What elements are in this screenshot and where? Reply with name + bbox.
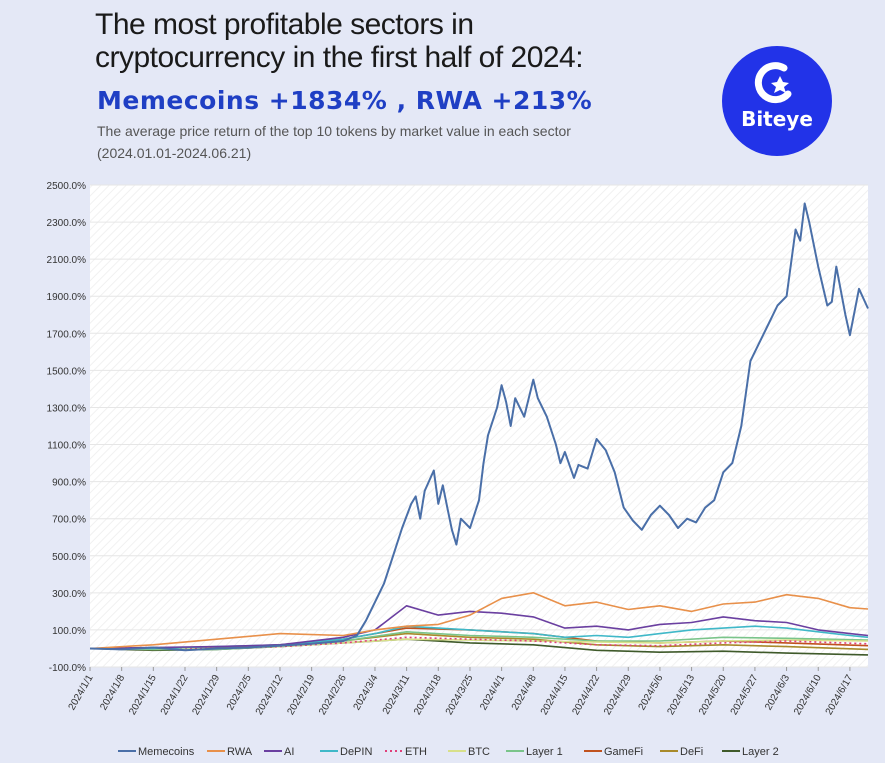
title-line-1: The most profitable sectors in	[95, 8, 474, 41]
x-tick-label: 2024/4/1	[478, 673, 507, 713]
legend-item-eth: ETH	[405, 746, 427, 758]
headline: Memecoins +1834% , RWA +213%	[97, 86, 593, 115]
legend-item-ai: AI	[284, 746, 294, 758]
y-tick-label: 100.0%	[52, 626, 86, 637]
legend-item-memecoins: Memecoins	[138, 746, 195, 758]
line-chart: 2500.0% 2300.0% 2100.0% 1900.0% 1700.0% 1500.…	[47, 181, 869, 758]
plot-area	[90, 185, 868, 667]
y-tick-label: 300.0%	[52, 589, 86, 600]
x-tick-label: 2024/1/8	[98, 673, 127, 713]
legend-item-depin: DePIN	[340, 746, 372, 758]
biteye-logo-icon	[754, 62, 792, 104]
series-line-ai	[89, 605, 869, 650]
x-tick-label: 2024/4/15	[539, 673, 571, 717]
y-tick-label: 2500.0%	[47, 181, 87, 192]
logo-text: Biteye	[741, 107, 813, 131]
y-tick-label: -100.0%	[49, 663, 86, 674]
legend-item-layer-1: Layer 1	[526, 746, 563, 758]
x-tick-label: 2024/3/11	[381, 673, 413, 717]
x-tick-label: 2024/3/18	[412, 673, 444, 717]
x-tick-label: 2024/6/3	[763, 673, 792, 713]
chart-subtitle: The average price return of the top 10 t…	[97, 120, 657, 164]
legend-item-layer-2: Layer 2	[742, 746, 779, 758]
series-line-memecoins	[89, 202, 869, 652]
x-tick-label: 2024/5/13	[665, 673, 697, 717]
x-tick-label: 2024/2/5	[225, 673, 254, 713]
legend-item-defi: DeFi	[680, 746, 703, 758]
x-tick-label: 2024/4/8	[510, 673, 539, 713]
y-tick-label: 1500.0%	[47, 366, 87, 377]
x-tick-label: 2024/5/20	[697, 673, 729, 717]
series-line-rwa	[89, 592, 869, 650]
x-tick-label: 2024/1/1	[67, 673, 96, 713]
x-tick-label: 2024/4/29	[602, 673, 634, 717]
x-tick-label: 2024/4/22	[570, 673, 602, 717]
y-tick-label: 2100.0%	[47, 255, 87, 266]
x-tick-label: 2024/1/22	[159, 673, 191, 717]
title-line-2: cryptocurrency in the first half of 2024…	[95, 41, 584, 74]
chart-title: The most profitable sectors in cryptocur…	[95, 8, 655, 74]
legend-item-rwa: RWA	[227, 746, 253, 758]
legend-item-btc: BTC	[468, 746, 490, 758]
x-tick-label: 2024/2/12	[254, 673, 286, 717]
x-tick-label: 2024/3/4	[352, 673, 381, 713]
y-tick-label: 1300.0%	[47, 403, 87, 414]
x-tick-label: 2024/3/25	[444, 673, 476, 717]
x-tick-label: 2024/2/19	[285, 673, 317, 717]
x-tick-label: 2024/6/10	[792, 673, 824, 717]
y-tick-label: 700.0%	[52, 515, 86, 526]
y-tick-label: 500.0%	[52, 552, 86, 563]
x-tick-label: 2024/5/27	[729, 673, 761, 717]
x-tick-label: 2024/5/6	[637, 673, 666, 713]
x-tick-label: 2024/2/26	[317, 673, 349, 717]
legend-item-gamefi: GameFi	[604, 746, 643, 758]
y-tick-label: 1900.0%	[47, 292, 87, 303]
biteye-logo: Biteye	[722, 46, 832, 156]
y-tick-label: 900.0%	[52, 478, 86, 489]
series-line-depin	[90, 625, 869, 650]
x-tick-label: 2024/1/29	[190, 673, 222, 717]
y-tick-label: 1100.0%	[47, 441, 86, 452]
y-tick-label: 1700.0%	[47, 329, 87, 340]
subtitle-line-1: The average price return of the top 10 t…	[97, 123, 571, 139]
subtitle-line-2: (2024.01.01-2024.06.21)	[97, 145, 252, 161]
x-tick-label: 2024/1/15	[127, 673, 159, 717]
x-tick-label: 2024/6/17	[824, 673, 856, 717]
y-tick-label: 2300.0%	[47, 218, 87, 229]
